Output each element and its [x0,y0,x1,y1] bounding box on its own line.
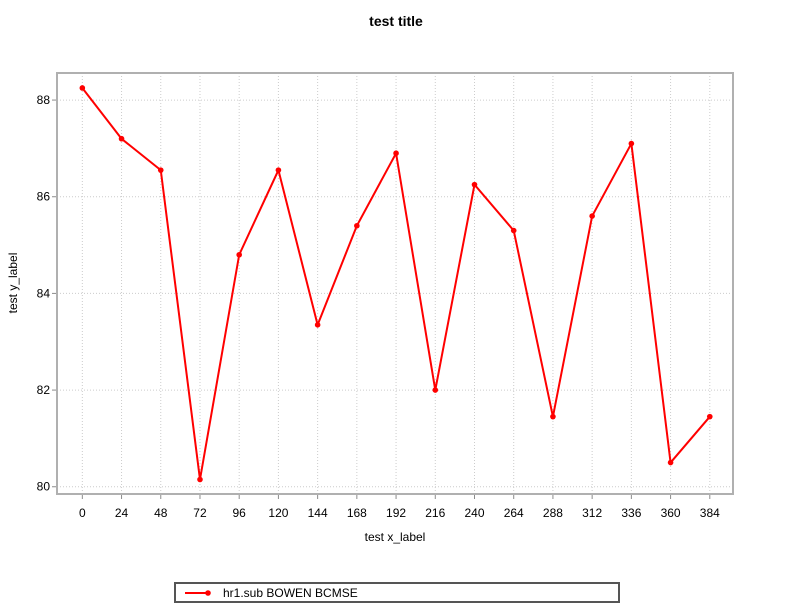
plot-generated-layer: 0 24 48 72 96 120 144 168 192 216 240 264 288 312 336 3… [37,72,734,520]
data-point [706,413,713,420]
data-point [236,251,242,258]
x-tick-label: 312 [582,506,602,520]
legend: hr1.sub BOWEN BCMSE [174,582,620,603]
data-point [79,85,86,91]
y-axis-label: test y_label [6,253,20,314]
data-point [510,227,517,234]
x-tick-label: 264 [504,506,524,520]
x-tick-label: 216 [425,506,445,520]
legend-series-label: hr1.sub BOWEN BCMSE [223,585,358,600]
y-tick-label: 88 [37,93,51,107]
data-point [275,167,282,173]
x-tick-label: 72 [193,506,207,520]
data-point [118,135,125,142]
data-point [550,413,556,420]
data-point [314,322,321,328]
x-tick-label: 336 [621,506,641,520]
x-tick-label: 24 [115,506,129,520]
chart-title: test title [369,13,423,29]
x-tick-label: 360 [661,506,681,520]
data-point [393,150,399,157]
data-point [157,167,164,173]
x-tick-label: 120 [268,506,288,520]
y-tick-label: 86 [37,190,51,204]
x-tick-label: 0 [79,506,86,520]
data-point [628,140,635,147]
x-tick-label: 240 [464,506,484,520]
data-point [432,387,439,393]
data-point [197,476,203,483]
x-tick-label: 168 [347,506,367,520]
x-tick-label: 48 [154,506,168,520]
x-tick-label: 192 [386,506,406,520]
data-point [589,213,595,219]
x-axis-label: test x_label [365,530,426,544]
x-tick-label: 96 [233,506,247,520]
y-tick-label: 80 [37,480,51,494]
y-tick-label: 84 [37,286,51,300]
y-tick-label: 82 [37,383,51,397]
x-tick-label: 384 [700,506,720,520]
x-tick-label: 288 [543,506,563,520]
data-point [667,459,674,466]
plot-border [56,72,734,495]
x-tick-label: 144 [308,506,328,520]
data-point [354,222,360,229]
legend-sample-line-icon [185,589,211,596]
data-point [471,181,478,188]
